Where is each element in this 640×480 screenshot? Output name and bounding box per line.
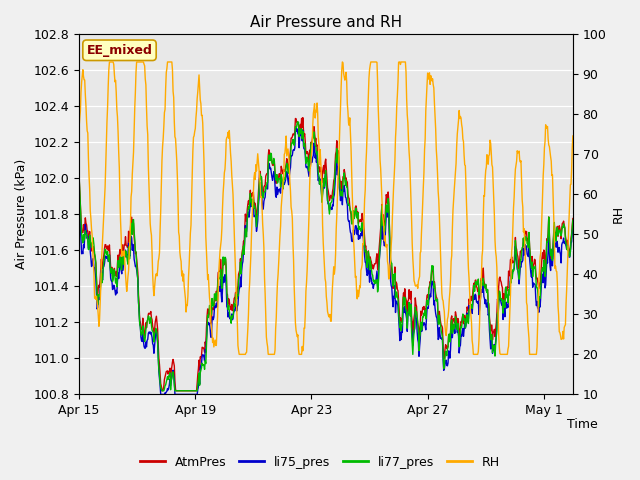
Y-axis label: RH: RH: [612, 205, 625, 223]
Title: Air Pressure and RH: Air Pressure and RH: [250, 15, 402, 30]
Text: EE_mixed: EE_mixed: [86, 44, 152, 57]
Y-axis label: Air Pressure (kPa): Air Pressure (kPa): [15, 159, 28, 269]
Legend: AtmPres, li75_pres, li77_pres, RH: AtmPres, li75_pres, li77_pres, RH: [135, 451, 505, 474]
X-axis label: Time: Time: [567, 418, 598, 431]
